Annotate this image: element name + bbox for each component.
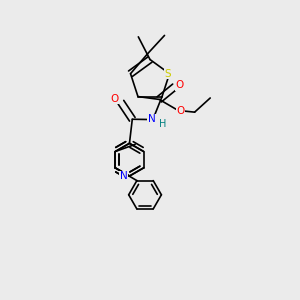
Text: H: H bbox=[159, 119, 167, 129]
Text: S: S bbox=[164, 69, 171, 79]
Text: O: O bbox=[176, 106, 184, 116]
Text: N: N bbox=[120, 171, 127, 181]
Text: O: O bbox=[110, 94, 118, 104]
Text: O: O bbox=[176, 80, 184, 90]
Text: N: N bbox=[148, 115, 156, 124]
